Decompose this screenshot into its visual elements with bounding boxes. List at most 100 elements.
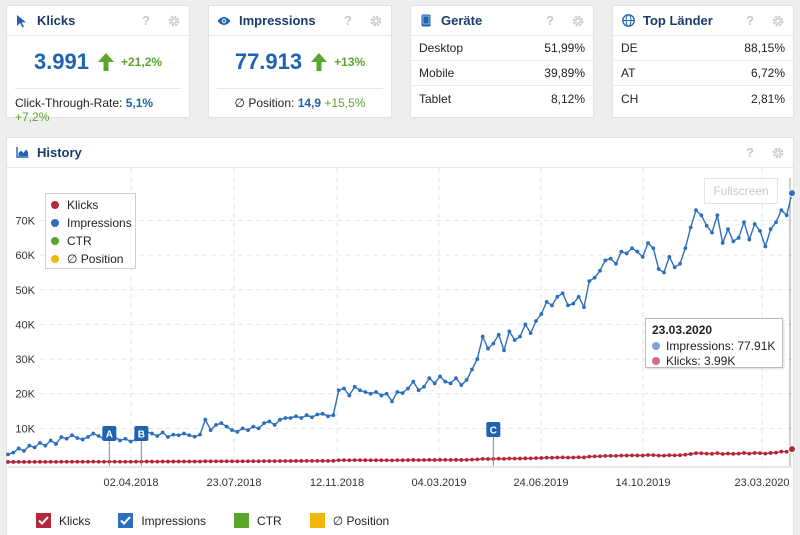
data-point-klicks [192, 459, 197, 464]
chart-tooltip: 23.03.2020 Impressions: 77.91K Klicks: 3… [645, 318, 783, 368]
checkbox-checked-icon[interactable] [118, 513, 134, 528]
legend-item-klicks[interactable]: Klicks [46, 196, 135, 214]
data-point-klicks [608, 453, 613, 458]
data-point-impressions [694, 208, 698, 213]
help-icon[interactable]: ? [344, 13, 352, 28]
data-point-klicks [640, 453, 645, 458]
checkbox-unchecked-icon[interactable] [309, 513, 325, 528]
eye-icon [217, 14, 231, 28]
tablet-icon [419, 14, 433, 28]
data-point-klicks [763, 451, 768, 456]
data-point-klicks [667, 453, 672, 458]
data-point-klicks [38, 459, 42, 464]
data-point-impressions [603, 258, 608, 263]
data-point-impressions [246, 428, 250, 432]
data-point-klicks [374, 458, 378, 463]
data-point-impressions [198, 432, 202, 437]
data-point-klicks [123, 459, 128, 464]
data-point-klicks [390, 458, 394, 463]
data-point-klicks [480, 457, 485, 461]
help-icon[interactable]: ? [746, 145, 754, 160]
data-point-impressions [662, 270, 666, 275]
tooltip-dot [652, 341, 660, 350]
legend-item-ctr[interactable]: CTR [46, 232, 135, 250]
data-point-impressions [96, 434, 101, 438]
data-point-impressions [267, 419, 272, 424]
data-point-klicks [251, 459, 256, 464]
data-point-klicks [486, 457, 490, 461]
data-point-impressions [304, 413, 309, 418]
data-point-impressions [736, 235, 741, 240]
data-point-impressions [230, 428, 234, 432]
data-point-klicks [182, 459, 186, 464]
data-point-klicks [699, 451, 704, 456]
data-point-impressions [528, 331, 533, 335]
checkbox-unchecked-icon[interactable] [234, 513, 250, 528]
data-point-impressions [710, 230, 714, 235]
fullscreen-button[interactable]: Fullscreen [704, 178, 778, 204]
data-point-impressions [582, 305, 586, 310]
data-point-klicks [166, 459, 170, 464]
data-point-impressions [310, 415, 314, 420]
data-point-klicks [448, 458, 453, 462]
data-point-klicks [118, 459, 122, 464]
data-point-klicks [512, 456, 517, 461]
data-point-impressions [726, 227, 730, 232]
data-point-impressions [123, 436, 128, 441]
gear-icon[interactable] [771, 14, 785, 28]
toggle-position[interactable]: ∅ Position [309, 513, 389, 528]
cursor-icon [15, 14, 29, 28]
data-point-klicks [694, 451, 698, 456]
data-point-klicks [736, 451, 741, 456]
data-point-impressions [390, 399, 394, 404]
data-point-klicks [459, 458, 464, 462]
y-tick-label: 50K [15, 285, 35, 297]
data-point-impressions [422, 384, 426, 389]
data-point-klicks [592, 454, 597, 459]
data-point-impressions [630, 246, 634, 251]
series-line-klicks [8, 448, 793, 463]
data-point-impressions [166, 435, 170, 439]
data-point-impressions [646, 241, 650, 245]
data-point-impressions [507, 329, 512, 334]
data-point-impressions [171, 432, 176, 437]
arrow-up-icon [311, 53, 328, 71]
data-point-klicks [347, 458, 352, 463]
gear-icon[interactable] [369, 14, 383, 28]
data-point-klicks [662, 453, 666, 458]
data-point-klicks [624, 453, 629, 458]
data-point-klicks [422, 458, 426, 462]
help-icon[interactable]: ? [142, 13, 150, 28]
klicks-card-title: Klicks [37, 13, 76, 28]
legend-label: ∅ Position [67, 252, 124, 266]
data-point-impressions [512, 338, 517, 342]
legend-item-position[interactable]: ∅ Position [46, 250, 135, 268]
data-point-impressions [587, 279, 592, 284]
data-point-impressions [555, 294, 560, 299]
data-point-impressions [395, 390, 400, 394]
gear-icon[interactable] [771, 146, 785, 160]
toggle-ctr[interactable]: CTR [234, 513, 282, 528]
toggle-impressions[interactable]: Impressions [118, 513, 206, 528]
x-tick-label: 14.10.2019 [615, 477, 670, 489]
devices-table: Desktop 51,99% Mobile 39,89% Tablet 8,12% [411, 36, 593, 111]
data-point-impressions [788, 189, 796, 198]
data-point-klicks [464, 457, 469, 462]
help-icon[interactable]: ? [546, 13, 554, 28]
legend-item-impressions[interactable]: Impressions [46, 214, 135, 232]
klicks-main-value: 3.991 +21,2% [15, 36, 181, 89]
data-point-impressions [128, 439, 133, 444]
help-icon[interactable]: ? [746, 13, 754, 28]
checkbox-checked-icon[interactable] [36, 513, 51, 528]
toggle-klicks[interactable]: Klicks [36, 513, 90, 528]
data-point-klicks [672, 453, 677, 458]
data-point-impressions [235, 429, 240, 434]
data-point-impressions [118, 438, 122, 443]
gear-icon[interactable] [571, 14, 585, 28]
countries-card-header: Top Länder ? [613, 6, 793, 36]
data-point-klicks [784, 449, 789, 454]
gear-icon[interactable] [167, 14, 181, 28]
data-point-impressions [758, 228, 762, 233]
data-point-impressions [379, 393, 384, 398]
